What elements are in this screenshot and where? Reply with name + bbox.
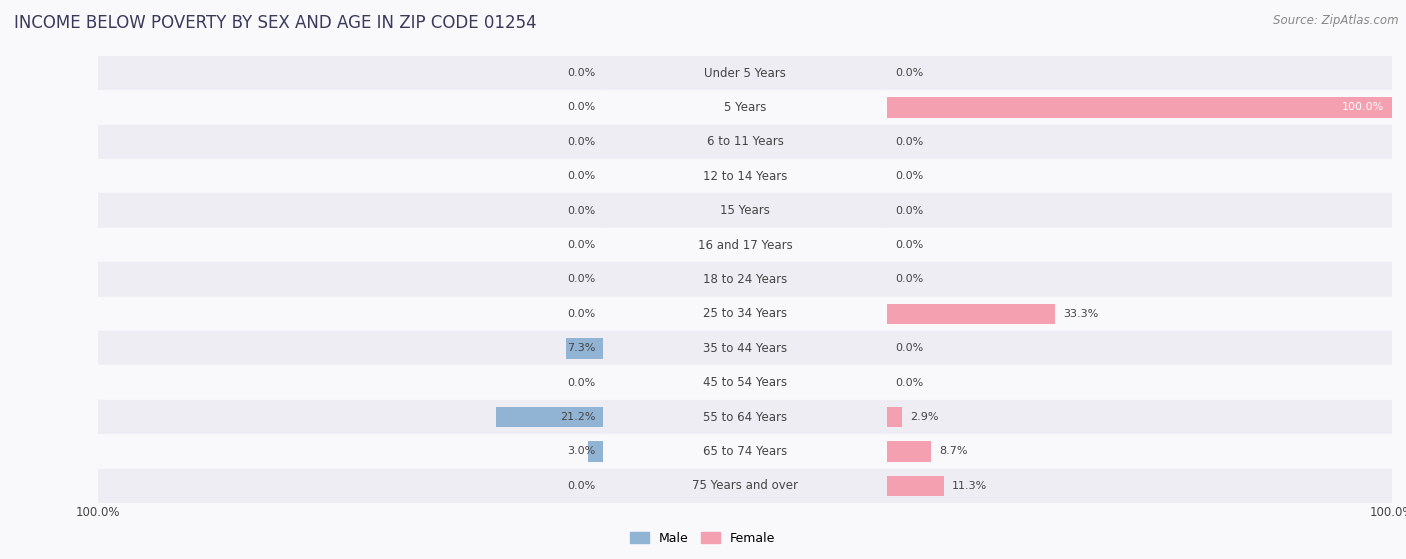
Text: 45 to 54 Years: 45 to 54 Years — [703, 376, 787, 389]
Bar — [603, 193, 887, 228]
Text: 75 Years and over: 75 Years and over — [692, 480, 799, 492]
Bar — [887, 97, 1392, 118]
Bar — [887, 441, 931, 462]
Bar — [887, 56, 1392, 91]
Bar — [603, 228, 887, 262]
Legend: Male, Female: Male, Female — [626, 527, 780, 550]
Text: 0.0%: 0.0% — [567, 171, 595, 181]
Text: 0.0%: 0.0% — [567, 68, 595, 78]
Bar — [603, 159, 887, 193]
Text: 33.3%: 33.3% — [1063, 309, 1098, 319]
Bar — [98, 366, 603, 400]
Bar — [603, 56, 887, 91]
Text: 16 and 17 Years: 16 and 17 Years — [697, 239, 793, 252]
Text: 0.0%: 0.0% — [896, 171, 924, 181]
Text: 0.0%: 0.0% — [896, 68, 924, 78]
Bar — [98, 193, 603, 228]
Text: 0.0%: 0.0% — [896, 274, 924, 285]
Text: 18 to 24 Years: 18 to 24 Years — [703, 273, 787, 286]
Bar — [603, 125, 887, 159]
Text: Source: ZipAtlas.com: Source: ZipAtlas.com — [1274, 14, 1399, 27]
Bar — [98, 434, 603, 468]
Text: 0.0%: 0.0% — [567, 309, 595, 319]
Bar — [98, 56, 603, 91]
Text: 3.0%: 3.0% — [567, 447, 595, 457]
Text: 6 to 11 Years: 6 to 11 Years — [707, 135, 783, 148]
Text: INCOME BELOW POVERTY BY SEX AND AGE IN ZIP CODE 01254: INCOME BELOW POVERTY BY SEX AND AGE IN Z… — [14, 14, 537, 32]
Bar — [887, 476, 945, 496]
Text: 2.9%: 2.9% — [910, 412, 938, 422]
Bar — [887, 91, 1392, 125]
Bar — [603, 434, 887, 468]
Bar — [887, 228, 1392, 262]
Bar — [603, 331, 887, 366]
Bar — [887, 159, 1392, 193]
Text: 8.7%: 8.7% — [939, 447, 967, 457]
Text: 5 Years: 5 Years — [724, 101, 766, 114]
Bar — [887, 434, 1392, 468]
Text: 0.0%: 0.0% — [567, 137, 595, 147]
Bar — [98, 331, 603, 366]
Text: 0.0%: 0.0% — [567, 274, 595, 285]
Text: 0.0%: 0.0% — [896, 206, 924, 216]
Text: 100.0%: 100.0% — [1343, 102, 1385, 112]
Bar — [98, 297, 603, 331]
Bar — [887, 400, 1392, 434]
Bar — [887, 297, 1392, 331]
Bar — [98, 125, 603, 159]
Bar — [98, 159, 603, 193]
Text: 0.0%: 0.0% — [567, 102, 595, 112]
Text: 0.0%: 0.0% — [896, 378, 924, 388]
Text: 65 to 74 Years: 65 to 74 Years — [703, 445, 787, 458]
Text: 12 to 14 Years: 12 to 14 Years — [703, 170, 787, 183]
Bar — [887, 125, 1392, 159]
Bar — [887, 331, 1392, 366]
Bar — [603, 297, 887, 331]
Text: 55 to 64 Years: 55 to 64 Years — [703, 411, 787, 424]
Text: 25 to 34 Years: 25 to 34 Years — [703, 307, 787, 320]
Bar — [496, 407, 603, 428]
Text: 0.0%: 0.0% — [567, 378, 595, 388]
Text: 0.0%: 0.0% — [567, 240, 595, 250]
Text: 0.0%: 0.0% — [567, 481, 595, 491]
Bar — [98, 468, 603, 503]
Text: 11.3%: 11.3% — [952, 481, 987, 491]
Bar — [887, 366, 1392, 400]
Text: 35 to 44 Years: 35 to 44 Years — [703, 342, 787, 355]
Bar — [567, 338, 603, 359]
Text: 0.0%: 0.0% — [896, 137, 924, 147]
Bar — [98, 262, 603, 297]
Bar — [98, 400, 603, 434]
Bar — [98, 91, 603, 125]
Text: 0.0%: 0.0% — [896, 240, 924, 250]
Bar — [98, 228, 603, 262]
Text: 0.0%: 0.0% — [567, 206, 595, 216]
Bar — [887, 193, 1392, 228]
Bar — [887, 304, 1056, 324]
Text: 21.2%: 21.2% — [560, 412, 595, 422]
Text: 15 Years: 15 Years — [720, 204, 770, 217]
Bar — [603, 262, 887, 297]
Bar — [603, 91, 887, 125]
Bar — [588, 441, 603, 462]
Bar — [887, 407, 903, 428]
Bar — [603, 366, 887, 400]
Bar — [603, 468, 887, 503]
Text: 0.0%: 0.0% — [896, 343, 924, 353]
Bar — [887, 262, 1392, 297]
Text: 7.3%: 7.3% — [567, 343, 595, 353]
Bar — [887, 468, 1392, 503]
Bar — [603, 400, 887, 434]
Text: Under 5 Years: Under 5 Years — [704, 67, 786, 79]
